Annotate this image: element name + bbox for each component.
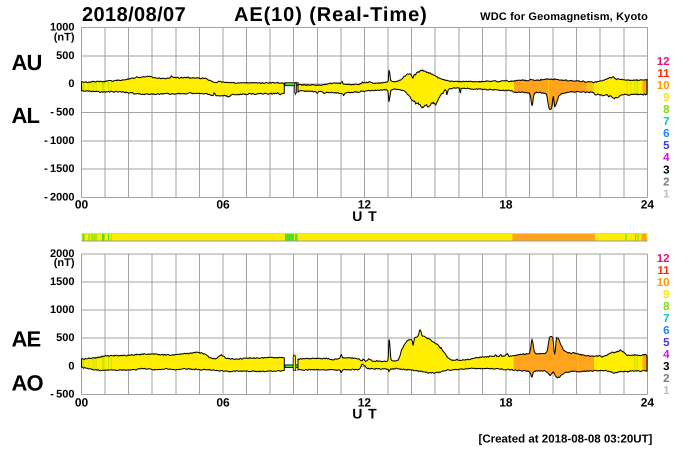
svg-text:6: 6 [663, 325, 669, 337]
svg-text:06: 06 [216, 396, 230, 410]
svg-text:AU: AU [12, 50, 42, 75]
svg-text:WDC for Geomagnetism, Kyoto: WDC for Geomagnetism, Kyoto [480, 11, 648, 23]
svg-text:4: 4 [663, 152, 670, 164]
svg-text:U T: U T [352, 405, 377, 421]
svg-text:18: 18 [499, 198, 513, 212]
svg-text:- 2000: - 2000 [42, 191, 75, 203]
svg-text:1000: 1000 [50, 304, 74, 316]
svg-text:1: 1 [663, 385, 670, 397]
svg-text:00: 00 [75, 396, 89, 410]
svg-text:(nT): (nT) [54, 32, 75, 44]
svg-text:3: 3 [663, 361, 669, 373]
svg-text:U T: U T [352, 208, 377, 224]
svg-text:500: 500 [56, 50, 74, 62]
svg-text:AE(10) (Real-Time): AE(10) (Real-Time) [234, 4, 428, 26]
svg-text:1500: 1500 [50, 276, 74, 288]
svg-text:(nT): (nT) [54, 257, 75, 269]
svg-text:12: 12 [358, 396, 372, 410]
svg-text:7: 7 [663, 313, 669, 325]
svg-text:24: 24 [641, 396, 655, 410]
svg-text:[Created at 2018-08-08 03:20UT: [Created at 2018-08-08 03:20UT] [479, 433, 653, 445]
svg-text:12: 12 [657, 253, 670, 265]
svg-text:9: 9 [663, 92, 669, 104]
svg-text:10: 10 [657, 277, 670, 289]
svg-text:00: 00 [75, 198, 89, 212]
svg-text:AL: AL [12, 103, 40, 128]
svg-text:12: 12 [657, 56, 670, 68]
svg-text:11: 11 [657, 265, 670, 277]
svg-text:8: 8 [663, 301, 670, 313]
svg-text:1: 1 [663, 188, 670, 200]
svg-text:2: 2 [663, 176, 669, 188]
svg-text:6: 6 [663, 128, 669, 140]
svg-text:AE: AE [12, 327, 41, 352]
svg-text:11: 11 [657, 68, 670, 80]
svg-text:9: 9 [663, 289, 669, 301]
svg-text:2: 2 [663, 373, 669, 385]
svg-text:2018/08/07: 2018/08/07 [82, 4, 186, 26]
svg-text:12: 12 [358, 198, 372, 212]
svg-text:AO: AO [12, 371, 44, 396]
svg-text:- 500: - 500 [48, 107, 74, 119]
svg-text:- 1500: - 1500 [42, 163, 75, 175]
svg-text:8: 8 [663, 104, 670, 116]
svg-text:0: 0 [68, 360, 74, 372]
svg-text:- 500: - 500 [48, 388, 74, 400]
svg-text:10: 10 [657, 80, 670, 92]
svg-text:- 1000: - 1000 [42, 135, 75, 147]
svg-text:500: 500 [56, 332, 74, 344]
svg-text:24: 24 [641, 198, 655, 212]
svg-text:4: 4 [663, 349, 670, 361]
svg-text:18: 18 [499, 396, 513, 410]
svg-text:06: 06 [216, 198, 230, 212]
svg-text:7: 7 [663, 116, 669, 128]
svg-text:3: 3 [663, 164, 669, 176]
svg-text:5: 5 [663, 337, 670, 349]
svg-text:0: 0 [68, 78, 74, 90]
svg-text:1000: 1000 [50, 22, 74, 34]
svg-text:2000: 2000 [50, 248, 74, 260]
svg-text:5: 5 [663, 140, 670, 152]
